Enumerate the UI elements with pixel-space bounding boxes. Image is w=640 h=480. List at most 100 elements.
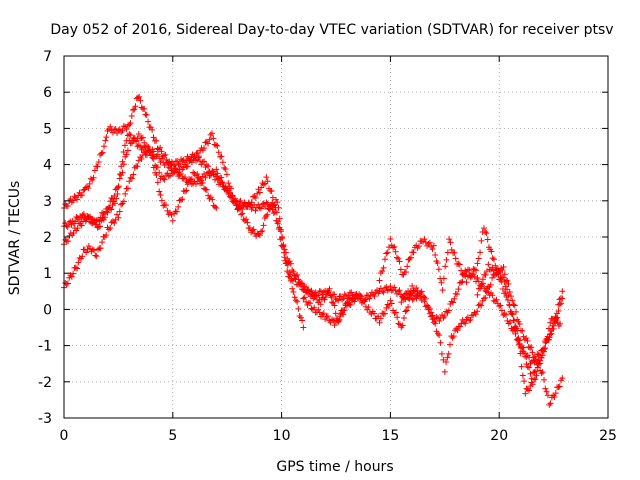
ticks [63,55,609,419]
data-point [454,291,461,298]
data-point [448,298,455,305]
data-point [441,313,448,320]
data-point [511,302,518,309]
x-axis-label: GPS time / hours [276,459,393,475]
data-point [148,149,155,156]
data-point [511,317,518,324]
series-sat-c [61,146,307,331]
data-point [211,203,218,210]
y-tick-label: 2 [43,230,52,246]
data-point [172,165,179,172]
data-point [252,194,259,201]
data-point [111,192,118,199]
data-point [235,205,242,212]
data-point [222,166,229,173]
data-point [184,181,191,188]
data-point [556,383,563,390]
data-point [406,255,413,262]
data-point [93,253,100,260]
data-point [395,255,402,262]
data-point [259,228,266,235]
data-point [114,130,121,137]
data-point [127,174,134,181]
data-point [472,311,479,318]
data-point [438,350,445,357]
data-point [333,296,340,303]
data-point [524,337,531,344]
data-point [281,254,288,261]
data-point [192,181,199,188]
data-point [532,376,539,383]
data-point [430,242,437,249]
data-point [254,190,261,197]
data-point [205,140,212,147]
data-point [422,295,429,302]
data-point [358,299,365,306]
data-point [210,135,217,142]
data-point [281,246,288,253]
data-point [85,185,92,192]
data-point [203,186,210,193]
data-point [410,249,417,256]
data-point [177,163,184,170]
data-point [379,288,386,295]
data-point [531,369,538,376]
y-tick-label: 7 [43,49,52,65]
data-point [238,211,245,218]
data-point [395,288,402,295]
data-point [282,249,289,256]
data-point [394,314,401,321]
data-point [526,364,533,371]
data-point [62,236,69,243]
data-point [402,269,409,276]
data-point [160,175,167,182]
data-point [259,201,266,208]
data-point [407,254,414,261]
data-point [173,168,180,175]
data-point [505,320,512,327]
data-point [474,260,481,267]
data-point [311,304,318,311]
data-point [463,279,470,286]
data-point [66,274,73,281]
data-point [79,192,86,199]
data-point [122,190,129,197]
data-point [371,293,378,300]
data-point [499,267,506,274]
data-point [533,372,540,379]
data-point [93,217,100,224]
data-point [439,287,446,294]
data-point [294,271,301,278]
data-point [256,189,263,196]
data-point [489,292,496,299]
data-point [484,236,491,243]
data-point [286,273,293,280]
data-point [154,145,161,152]
data-point [308,305,315,312]
y-axis-label: SDTVAR / TECUs [7,181,23,296]
data-point [205,169,212,176]
data-point [143,142,150,149]
data-point [74,196,81,203]
data-point [116,208,123,215]
data-point [213,141,220,148]
data-point [515,335,522,342]
data-point [533,359,540,366]
data-point [87,245,94,252]
data-point [483,230,490,237]
data-point [556,296,563,303]
data-point [514,336,521,343]
data-point [519,372,526,379]
data-point [396,287,403,294]
data-point [432,251,439,258]
data-point [114,185,121,192]
data-point [169,217,176,224]
data-point [506,301,513,308]
data-point [353,291,360,298]
data-point [154,179,161,186]
data-point [516,340,523,347]
data-point [233,202,240,209]
data-point [479,297,486,304]
x-tick-label: 25 [599,428,617,444]
